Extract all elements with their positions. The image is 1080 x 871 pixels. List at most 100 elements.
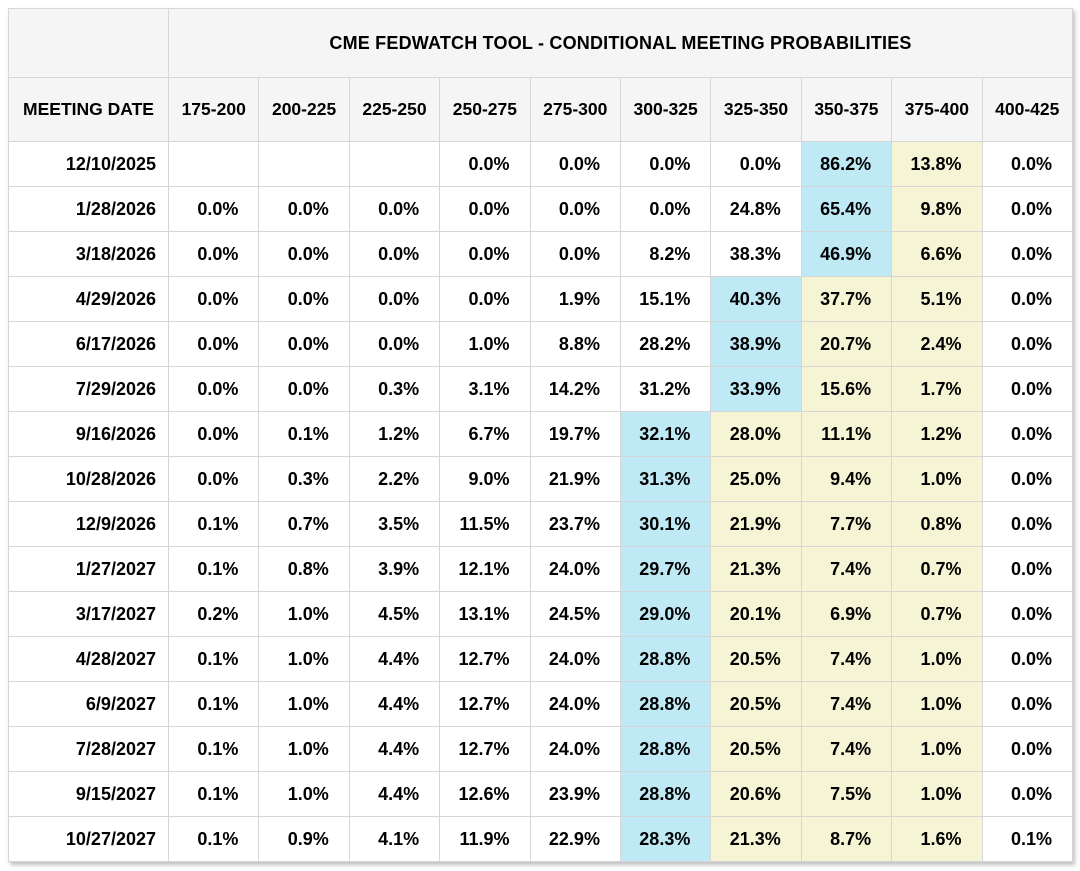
probability-cell: 1.2% xyxy=(891,411,983,457)
probability-cell: 13.8% xyxy=(891,141,983,187)
probability-cell: 0.0% xyxy=(439,276,531,322)
probability-cell: 0.1% xyxy=(167,726,260,772)
probability-cell: 23.9% xyxy=(529,771,621,817)
table-row: 12/10/2025 0.0% 0.0% 0.0% 0.0% 86.2% 13.8% 0.0% xyxy=(8,141,1074,187)
probability-cell: 0.0% xyxy=(167,276,260,322)
probability-cell: 0.7% xyxy=(891,546,983,592)
probability-cell: 0.0% xyxy=(167,411,260,457)
probability-cell: 24.0% xyxy=(529,546,621,592)
probability-cell: 1.0% xyxy=(891,726,983,772)
probability-cell: 21.9% xyxy=(529,456,621,502)
probability-cell: 0.0% xyxy=(167,321,260,367)
probability-cell: 1.0% xyxy=(439,321,531,367)
probability-cell: 1.0% xyxy=(891,681,983,727)
probability-cell: 0.0% xyxy=(981,231,1074,277)
probability-cell: 0.1% xyxy=(167,546,260,592)
probability-cell: 1.2% xyxy=(348,411,441,457)
probability-cell: 38.9% xyxy=(710,321,802,367)
probability-cell: 38.3% xyxy=(710,231,802,277)
rate-range-header: 350-375 xyxy=(800,77,893,142)
table-row: 7/29/2026 0.0% 0.0% 0.3% 3.1% 14.2% 31.2% 33.9%… xyxy=(8,366,1074,412)
probability-cell: 3.5% xyxy=(348,501,441,547)
probability-cell: 9.8% xyxy=(891,186,983,232)
probability-cell: 0.0% xyxy=(439,231,531,277)
probability-cell xyxy=(258,141,350,187)
probability-cell: 24.0% xyxy=(529,681,621,727)
probability-cell: 0.0% xyxy=(439,186,531,232)
probability-cell: 1.9% xyxy=(529,276,621,322)
probability-cell: 0.0% xyxy=(981,411,1074,457)
probability-cell: 28.8% xyxy=(619,771,712,817)
probability-cell: 1.0% xyxy=(258,681,350,727)
probability-cell: 0.0% xyxy=(348,321,441,367)
probability-cell: 6.7% xyxy=(439,411,531,457)
probability-cell: 31.3% xyxy=(619,456,712,502)
probability-cell: 19.7% xyxy=(529,411,621,457)
probability-cell: 24.0% xyxy=(529,636,621,682)
probability-cell: 0.0% xyxy=(981,771,1074,817)
probability-cell: 7.4% xyxy=(800,546,893,592)
probability-cell: 0.1% xyxy=(167,816,260,862)
probability-cell: 0.0% xyxy=(348,276,441,322)
probability-cell: 0.0% xyxy=(348,231,441,277)
probability-cell: 1.7% xyxy=(891,366,983,412)
probability-cell: 20.7% xyxy=(800,321,893,367)
probability-cell: 7.7% xyxy=(800,501,893,547)
probability-cell: 0.1% xyxy=(981,816,1074,862)
probability-cell: 7.4% xyxy=(800,726,893,772)
probability-cell: 0.0% xyxy=(981,636,1074,682)
probability-cell: 29.0% xyxy=(619,591,712,637)
probability-cell: 0.0% xyxy=(710,141,802,187)
probability-cell: 3.9% xyxy=(348,546,441,592)
meeting-date-cell: 7/29/2026 xyxy=(8,366,169,412)
probability-cell: 24.5% xyxy=(529,591,621,637)
probability-cell: 65.4% xyxy=(800,186,893,232)
probability-cell: 12.7% xyxy=(439,636,531,682)
table-row: 7/28/2027 0.1% 1.0% 4.4% 12.7% 24.0% 28.8% 20.5… xyxy=(8,726,1074,772)
probability-cell: 0.1% xyxy=(167,501,260,547)
rate-range-header: 225-250 xyxy=(348,77,441,142)
probability-cell: 28.2% xyxy=(619,321,712,367)
probability-cell: 0.0% xyxy=(258,321,350,367)
meeting-date-cell: 12/10/2025 xyxy=(8,141,169,187)
probability-cell: 4.4% xyxy=(348,681,441,727)
probability-cell: 28.8% xyxy=(619,681,712,727)
probability-cell: 7.4% xyxy=(800,681,893,727)
rate-range-header: 275-300 xyxy=(529,77,621,142)
probability-cell: 20.5% xyxy=(710,636,802,682)
probability-cell: 0.3% xyxy=(258,456,350,502)
table-header: CME FEDWATCH TOOL - CONDITIONAL MEETING … xyxy=(8,8,1074,142)
corner-cell xyxy=(8,8,169,78)
table-row: 9/16/2026 0.0% 0.1% 1.2% 6.7% 19.7% 32.1% 28.0%… xyxy=(8,411,1074,457)
probability-cell: 14.2% xyxy=(529,366,621,412)
probability-cell: 0.0% xyxy=(619,141,712,187)
meeting-date-cell: 9/16/2026 xyxy=(8,411,169,457)
rate-range-header: 250-275 xyxy=(439,77,531,142)
probability-cell: 46.9% xyxy=(800,231,893,277)
table-row: 4/29/2026 0.0% 0.0% 0.0% 0.0% 1.9% 15.1% 40.3% 3… xyxy=(8,276,1074,322)
probability-cell: 31.2% xyxy=(619,366,712,412)
meeting-date-cell: 6/9/2027 xyxy=(8,681,169,727)
probability-cell: 20.5% xyxy=(710,726,802,772)
probability-cell xyxy=(167,141,260,187)
meeting-date-cell: 3/18/2026 xyxy=(8,231,169,277)
probability-cell: 0.0% xyxy=(981,276,1074,322)
probability-cell: 40.3% xyxy=(710,276,802,322)
table-title: CME FEDWATCH TOOL - CONDITIONAL MEETING … xyxy=(167,8,1074,78)
probability-cell: 20.5% xyxy=(710,681,802,727)
probability-cell: 1.0% xyxy=(258,771,350,817)
probability-cell: 1.0% xyxy=(258,636,350,682)
probability-cell: 3.1% xyxy=(439,366,531,412)
meeting-date-cell: 1/28/2026 xyxy=(8,186,169,232)
probability-cell: 0.0% xyxy=(529,186,621,232)
probability-cell: 0.0% xyxy=(981,591,1074,637)
probability-cell: 11.1% xyxy=(800,411,893,457)
probability-cell: 33.9% xyxy=(710,366,802,412)
probability-cell: 0.2% xyxy=(167,591,260,637)
probability-cell: 24.0% xyxy=(529,726,621,772)
probability-cell: 0.0% xyxy=(167,456,260,502)
table-row: 10/28/2026 0.0% 0.3% 2.2% 9.0% 21.9% 31.3% 25.0… xyxy=(8,456,1074,502)
probability-cell: 4.4% xyxy=(348,636,441,682)
probability-cell: 9.4% xyxy=(800,456,893,502)
probability-cell: 1.0% xyxy=(891,636,983,682)
